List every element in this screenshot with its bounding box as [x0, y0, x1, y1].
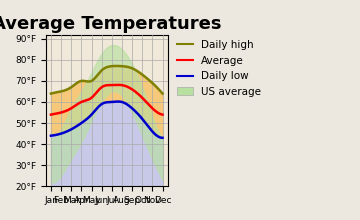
Title: Average Temperatures: Average Temperatures: [0, 15, 221, 33]
Legend: Daily high, Average, Daily low, US average: Daily high, Average, Daily low, US avera…: [174, 37, 264, 100]
